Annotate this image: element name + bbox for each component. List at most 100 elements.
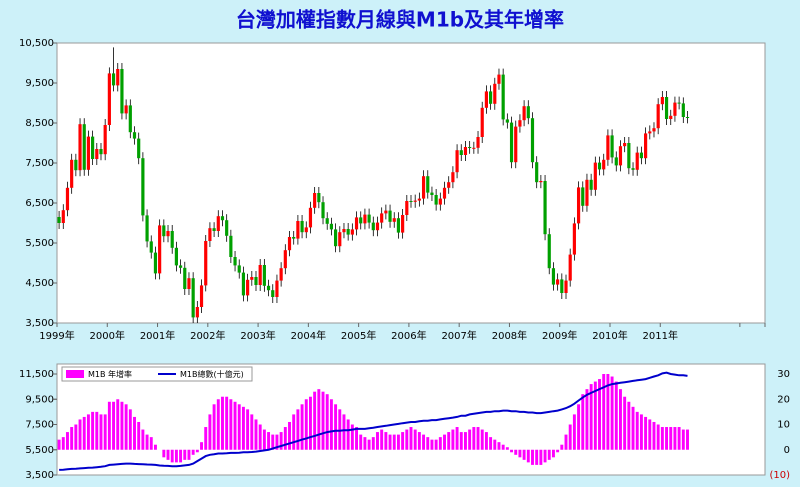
candle-body <box>359 217 363 224</box>
y2-tick-label: 0 <box>784 445 790 456</box>
candle-body <box>396 218 401 233</box>
bar <box>225 396 229 450</box>
bar <box>166 449 170 460</box>
candle-body <box>350 229 354 235</box>
bar <box>547 449 551 460</box>
candle-body <box>593 162 597 190</box>
bar <box>279 432 283 450</box>
candle-body <box>681 103 685 117</box>
candle-body <box>103 125 107 155</box>
bar <box>317 389 321 450</box>
candle-body <box>581 187 585 206</box>
candle-body <box>254 277 258 285</box>
bar <box>258 424 262 450</box>
bar <box>489 437 493 450</box>
candle-body <box>564 280 568 293</box>
bar <box>133 416 136 450</box>
candle-body <box>514 126 518 163</box>
candle-body <box>145 215 149 242</box>
bar <box>480 429 484 450</box>
bar <box>564 434 568 450</box>
candle-body <box>346 229 350 235</box>
bar <box>627 401 631 450</box>
bar <box>380 429 384 450</box>
bar <box>355 427 359 450</box>
x-tick-label: 2006年 <box>391 329 426 342</box>
chart-title: 台灣加權指數月線與M1b及其年增率 <box>236 8 564 32</box>
bar <box>426 437 430 450</box>
bar <box>468 429 472 450</box>
candle-body <box>639 152 644 159</box>
candle-body <box>308 207 313 228</box>
x-tick-label: 2002年 <box>190 329 225 342</box>
candle-body <box>421 176 426 199</box>
candle-body <box>509 122 514 163</box>
bar <box>497 442 501 450</box>
bar <box>275 434 279 450</box>
candle-body <box>430 192 434 195</box>
candle-body <box>585 179 589 206</box>
bar <box>568 424 572 450</box>
x-tick-label: 2005年 <box>341 329 376 342</box>
candle-body <box>279 268 283 281</box>
candle-body <box>535 162 539 183</box>
bar <box>216 399 220 450</box>
candle-body <box>132 132 137 139</box>
bar <box>623 396 627 450</box>
candle-body <box>325 218 329 224</box>
bar <box>200 442 203 450</box>
candle-body <box>677 102 681 104</box>
bar <box>99 414 103 450</box>
candle-body <box>174 247 178 266</box>
candle-body <box>149 241 153 253</box>
bar <box>78 419 82 450</box>
bar <box>551 449 555 458</box>
candle-body <box>673 102 677 116</box>
line <box>59 371 688 471</box>
candle-body <box>250 277 254 280</box>
candle-body <box>195 307 199 318</box>
bar <box>70 427 74 450</box>
candle-body <box>287 237 292 251</box>
bar <box>204 427 208 450</box>
bar <box>137 421 141 450</box>
candle-body <box>451 172 455 183</box>
candle-body <box>246 279 250 296</box>
y-tick-label: 3,500 <box>25 470 54 481</box>
candle-body <box>459 150 463 155</box>
candle-body <box>623 143 627 147</box>
candle-body <box>208 228 212 241</box>
candle-body <box>380 213 384 223</box>
candle-body <box>568 254 572 281</box>
candle-body <box>493 83 497 104</box>
bar <box>610 376 614 450</box>
bar <box>107 401 111 450</box>
x-tick-label: 2009年 <box>542 329 577 342</box>
candle-body <box>78 124 82 171</box>
candle-body <box>576 187 581 224</box>
bar <box>531 449 534 465</box>
candle-body <box>426 176 430 193</box>
bar <box>170 449 174 463</box>
candle-body <box>669 115 673 119</box>
x-tick-label: 2011年 <box>643 329 678 342</box>
bar <box>673 427 677 450</box>
candle-body <box>91 136 95 159</box>
x-tick-label: 2000年 <box>90 329 125 342</box>
bar <box>648 419 652 450</box>
x-tick-label: 2001年 <box>140 329 175 342</box>
candle-body <box>468 147 472 148</box>
bar <box>112 401 116 450</box>
bar <box>417 432 421 450</box>
bar <box>321 391 325 450</box>
candle-body <box>409 201 413 202</box>
bar <box>631 406 635 450</box>
x-tick-label: 2004年 <box>291 329 326 342</box>
candle-body <box>342 229 346 233</box>
bar <box>329 399 333 450</box>
bar <box>128 409 132 450</box>
bar <box>212 404 216 450</box>
y2-tick-label: 10 <box>777 420 790 431</box>
bar <box>153 444 157 450</box>
